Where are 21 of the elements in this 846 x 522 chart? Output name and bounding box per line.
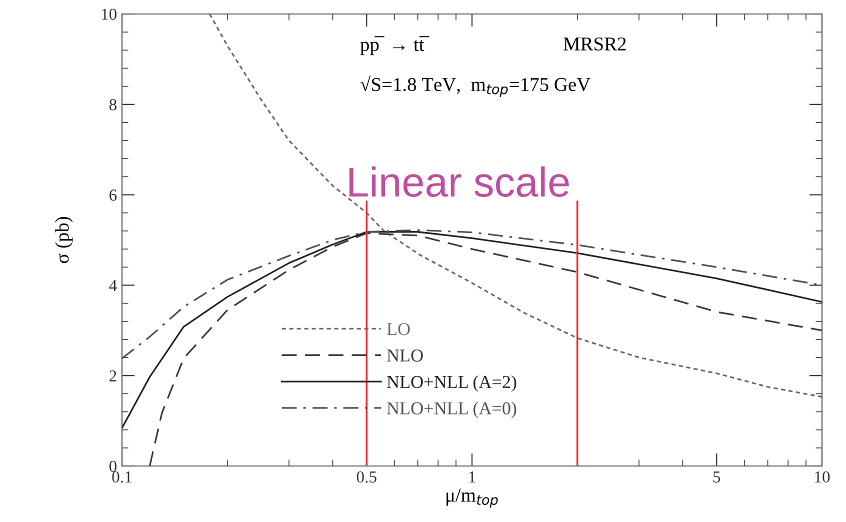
x-tick-label: 0.1	[112, 471, 132, 483]
annotation: pp̅ → tt̅	[360, 36, 430, 56]
y-tick-label: 10	[102, 8, 117, 20]
x-axis-title: μ/m$_{top}$	[446, 488, 498, 508]
text: NLO+NLL (A=2)	[386, 375, 516, 392]
x-tick-label: 0.5	[356, 471, 376, 483]
y-tick-label: 0	[109, 460, 117, 472]
x-tick-label: 10	[815, 471, 830, 483]
text: LO	[386, 323, 410, 336]
y-tick-label: 4	[109, 280, 117, 291]
text: NLO	[386, 349, 423, 362]
y-axis-title: σ (pb)	[55, 216, 73, 264]
y-tick-label: 6	[110, 190, 117, 201]
annotation: Linear scale	[349, 166, 569, 197]
y-tick-label: 2	[110, 370, 116, 382]
text: NLO+NLL (A=0)	[386, 402, 516, 418]
y-tick-label: 8	[109, 99, 117, 110]
annotation: MRSR2	[564, 37, 626, 51]
x-tick-label: 5	[713, 472, 720, 483]
annotation: √S=1.8 TeV, m$_{top}$=175 GeV	[360, 76, 590, 97]
x-tick-label: 1	[469, 471, 476, 482]
